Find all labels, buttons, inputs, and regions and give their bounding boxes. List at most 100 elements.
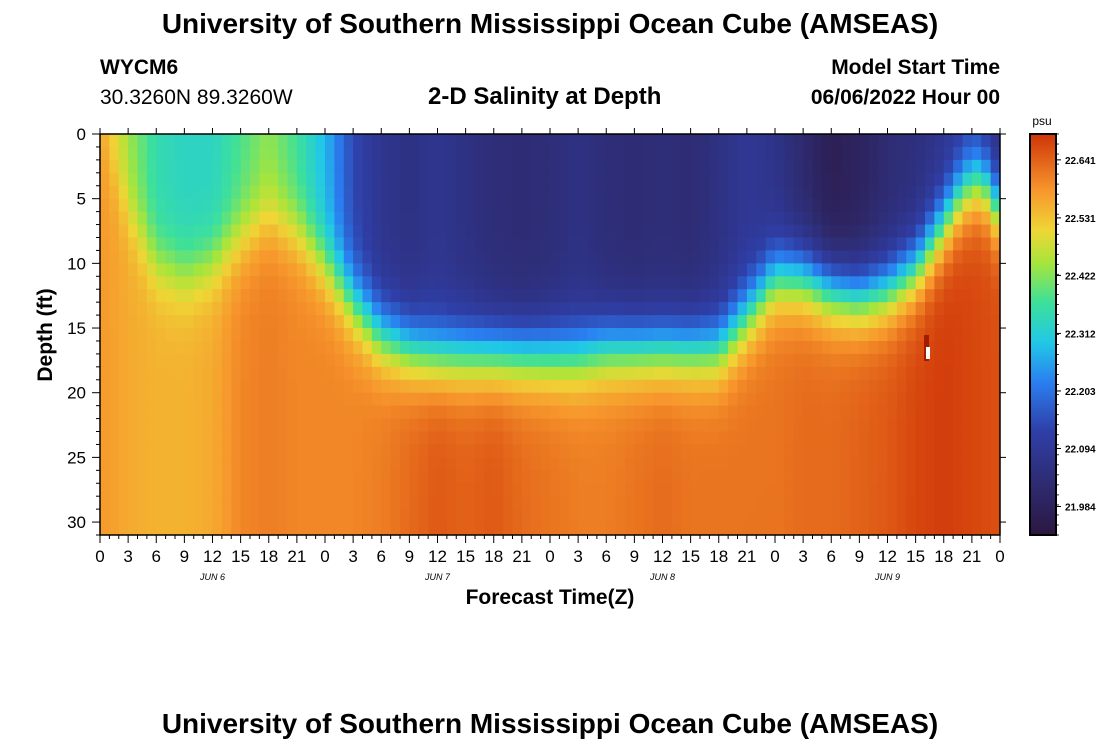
heatmap-cell — [868, 263, 879, 277]
heatmap-cell — [615, 315, 626, 329]
heatmap-cell — [175, 418, 185, 433]
heatmap-cell — [503, 405, 514, 420]
heatmap-cell — [428, 250, 439, 264]
heatmap-cell — [475, 159, 485, 174]
heatmap-cell — [596, 211, 607, 226]
heatmap-cell — [118, 263, 129, 277]
heatmap-cell — [756, 172, 767, 187]
heatmap-cell — [962, 134, 973, 148]
heatmap-cell — [962, 340, 973, 355]
heatmap-cell — [634, 340, 645, 355]
heatmap-cell — [615, 418, 626, 433]
heatmap-cell — [559, 302, 570, 316]
heatmap-cell — [137, 444, 148, 458]
heatmap-cell — [615, 353, 626, 368]
heatmap-cell — [221, 224, 232, 239]
heatmap-cell — [943, 211, 954, 226]
heatmap-cell — [128, 496, 139, 510]
heatmap-cell — [146, 250, 157, 264]
heatmap-cell — [765, 276, 776, 290]
heatmap-cell — [409, 483, 420, 497]
heatmap-cell — [756, 366, 767, 381]
heatmap-cell — [296, 172, 307, 187]
heatmap-cell — [296, 522, 307, 535]
heatmap-cell — [278, 509, 289, 523]
heatmap-cell — [156, 328, 167, 342]
heatmap-cell — [231, 444, 242, 458]
heatmap-cell — [203, 366, 214, 381]
heatmap-cell — [568, 509, 579, 523]
heatmap-cell — [971, 172, 982, 187]
heatmap-cell — [868, 134, 879, 148]
heatmap-cell — [568, 250, 579, 264]
heatmap-cell — [943, 134, 954, 148]
x-axis: 0 3 6 9 12 15 18 21 0 3 6 9 12 15 18 21 0 3 6 9 12 15 18 21 0 3 6 9… — [95, 128, 1005, 582]
heatmap-cell — [512, 134, 523, 148]
x-tick-label: 3 — [348, 547, 357, 566]
heatmap-cell — [231, 134, 242, 148]
heatmap-cell — [700, 302, 710, 316]
heatmap-cell — [803, 392, 814, 407]
heatmap-cell — [146, 340, 157, 355]
heatmap-cell — [756, 146, 767, 161]
heatmap-cell — [137, 405, 148, 420]
heatmap-cell — [606, 340, 617, 355]
heatmap-cell — [400, 483, 410, 497]
heatmap-cell — [906, 185, 917, 200]
heatmap-cell — [250, 340, 260, 355]
heatmap-cell — [634, 496, 645, 510]
heatmap-cell — [634, 172, 645, 187]
heatmap-cell — [718, 172, 729, 187]
heatmap-cell — [212, 496, 223, 510]
heatmap-cell — [596, 366, 607, 381]
heatmap-cell — [475, 522, 485, 535]
heatmap-cell — [934, 198, 945, 213]
heatmap-cell — [203, 457, 214, 471]
heatmap-cell — [906, 470, 917, 484]
heatmap-cell — [840, 522, 851, 535]
heatmap-cell — [231, 185, 242, 200]
heatmap-cell — [643, 522, 654, 535]
heatmap-cell — [137, 302, 148, 316]
heatmap-cell — [550, 431, 560, 446]
heatmap-cell — [315, 509, 326, 523]
heatmap-cell — [221, 328, 232, 342]
heatmap-cell — [578, 237, 589, 252]
heatmap-cell — [428, 237, 439, 252]
heatmap-cell — [418, 328, 429, 342]
heatmap-cell — [221, 509, 232, 523]
heatmap-cell — [868, 522, 879, 535]
heatmap-cell — [268, 509, 279, 523]
heatmap-cell — [371, 483, 382, 497]
heatmap-cell — [362, 470, 373, 484]
heatmap-cell — [634, 211, 645, 226]
heatmap-cell — [859, 172, 870, 187]
heatmap-cell — [728, 444, 739, 458]
heatmap-cell — [943, 276, 954, 290]
heatmap-cell — [315, 483, 326, 497]
heatmap-cell — [690, 237, 701, 252]
heatmap-cell — [821, 353, 832, 368]
heatmap-cell — [446, 198, 457, 213]
heatmap-cell — [446, 509, 457, 523]
heatmap-cell — [765, 470, 776, 484]
heatmap-cell — [625, 211, 635, 226]
heatmap-cell — [550, 444, 560, 458]
heatmap-cell — [596, 418, 607, 433]
heatmap-cell — [962, 250, 973, 264]
heatmap-cell — [878, 366, 889, 381]
heatmap-cell — [465, 353, 476, 368]
heatmap-cell — [953, 198, 964, 213]
heatmap-cell — [334, 302, 345, 316]
heatmap-cell — [746, 185, 757, 200]
heatmap-cell — [371, 418, 382, 433]
heatmap-cell — [484, 418, 495, 433]
heatmap-cell — [971, 470, 982, 484]
heatmap-cell — [887, 159, 898, 174]
heatmap-cell — [709, 522, 720, 535]
heatmap-cell — [625, 353, 635, 368]
heatmap-cell — [793, 159, 804, 174]
heatmap-cell — [484, 185, 495, 200]
heatmap-cell — [962, 392, 973, 407]
heatmap-cell — [475, 328, 485, 342]
